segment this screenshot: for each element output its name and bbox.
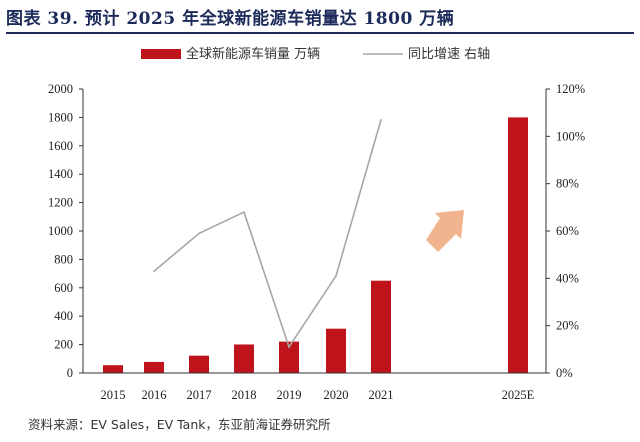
- y-left-tick-400: 400: [54, 309, 73, 323]
- y-left-tick-1800: 1800: [48, 110, 73, 124]
- figure-title: 图表 39. 预计 2025 年全球新能源车销量达 1800 万辆: [6, 6, 634, 34]
- bar-2016: [144, 361, 164, 373]
- y-left-tick-200: 200: [54, 338, 73, 352]
- growth-point-2021: [380, 118, 382, 121]
- x-tick-2020: 2020: [324, 388, 349, 402]
- y-left-tick-1000: 1000: [48, 224, 73, 238]
- y-right-tick-80%: 80%: [556, 177, 579, 191]
- growth-line: [153, 119, 382, 349]
- y-right-tick-40%: 40%: [556, 271, 579, 285]
- y-left-tick-800: 800: [54, 252, 73, 266]
- y-left-tick-1600: 1600: [48, 139, 73, 153]
- y-right-tick-0%: 0%: [556, 366, 573, 380]
- growth-point-2020: [335, 275, 337, 277]
- legend-line-label: 同比增速 右轴: [408, 47, 490, 62]
- x-tick-2021: 2021: [369, 388, 394, 402]
- x-tick-2018: 2018: [232, 388, 257, 402]
- bar-2019: [279, 341, 299, 373]
- bar-2015: [103, 365, 123, 373]
- y-left-tick-0: 0: [67, 366, 73, 380]
- legend-bar-label: 全球新能源车销量 万辆: [186, 46, 320, 62]
- y-right-tick-120%: 120%: [556, 82, 585, 96]
- y-right-tick-60%: 60%: [556, 224, 579, 238]
- bar-2018: [234, 344, 254, 373]
- y-left-tick-2000: 2000: [48, 82, 73, 96]
- x-tick-2019: 2019: [277, 388, 302, 402]
- source-note: 资料来源：EV Sales，EV Tank，东亚前海证券研究所: [28, 417, 331, 432]
- bar-2017: [189, 355, 209, 373]
- bar-2025E: [508, 117, 528, 374]
- y-left-tick-1200: 1200: [48, 196, 73, 210]
- growth-point-2016: [153, 270, 155, 273]
- growth-point-2017: [198, 232, 200, 235]
- y-right-tick-100%: 100%: [556, 129, 585, 143]
- bar-2021: [371, 280, 391, 373]
- growth-point-2019: [288, 346, 290, 348]
- x-tick-2017: 2017: [187, 388, 212, 402]
- y-left-tick-1400: 1400: [48, 167, 73, 181]
- x-tick-2016: 2016: [142, 388, 167, 402]
- bar-2020: [326, 328, 346, 373]
- y-left-tick-600: 600: [54, 281, 73, 295]
- y-right-tick-20%: 20%: [556, 319, 579, 333]
- x-tick-2015: 2015: [101, 388, 126, 402]
- up-arrow-icon: [426, 210, 464, 252]
- legend-bar-swatch: [141, 49, 181, 59]
- legend: 全球新能源车销量 万辆 同比增速 右轴: [141, 46, 490, 62]
- growth-point-2018: [243, 211, 245, 213]
- x-tick-2025E: 2025E: [502, 388, 535, 402]
